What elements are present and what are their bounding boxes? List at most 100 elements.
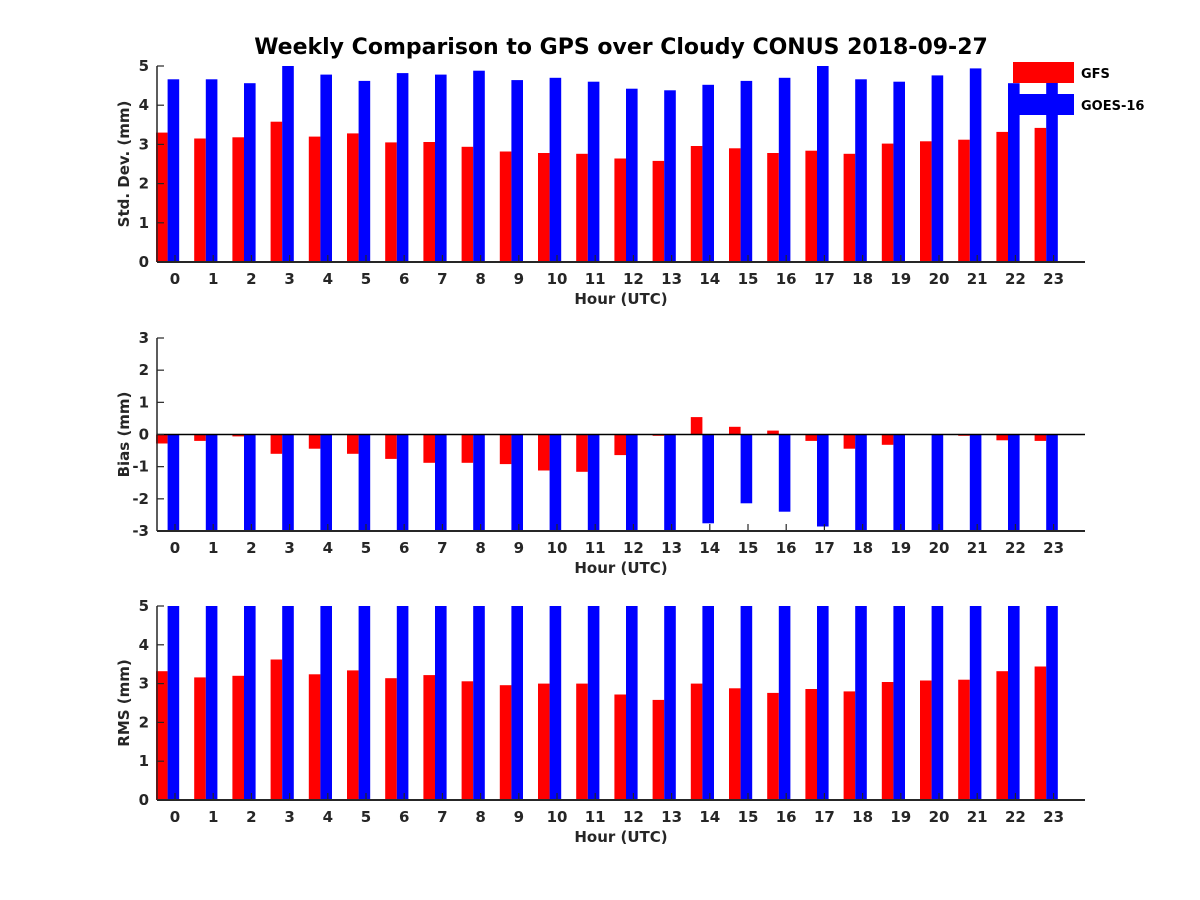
x-tick-label: 1 <box>208 539 218 557</box>
bar-gfs-hour-19 <box>881 434 894 445</box>
bar-gfs-hour-23 <box>1034 666 1047 800</box>
bar-goes-16-hour-3 <box>282 606 294 800</box>
bar-gfs-hour-13 <box>652 699 665 800</box>
x-tick-label: 21 <box>967 270 988 288</box>
bar-goes-16-hour-5 <box>358 80 371 263</box>
y-tick-label: 1 <box>139 214 149 232</box>
x-tick-label: 12 <box>623 270 644 288</box>
bar-gfs-hour-16 <box>767 692 779 800</box>
bar-goes-16-hour-19 <box>893 434 905 531</box>
x-tick-label: 7 <box>437 539 447 557</box>
chart-title: Weekly Comparison to GPS over Cloudy CON… <box>254 35 988 60</box>
bar-goes-16-hour-7 <box>435 434 447 531</box>
x-tick-label: 11 <box>585 539 606 557</box>
bar-gfs-hour-7 <box>423 434 435 463</box>
x-tick-label: 16 <box>776 539 797 557</box>
bar-goes-16-hour-5 <box>358 606 371 800</box>
bar-goes-16-hour-23 <box>1046 80 1058 263</box>
x-tick-label: 1 <box>208 270 218 288</box>
bar-goes-16-hour-0 <box>167 434 180 531</box>
x-tick-label: 21 <box>967 539 988 557</box>
y-tick-label: 1 <box>139 393 149 411</box>
bar-gfs-hour-22 <box>996 131 1008 262</box>
legend-item-goes-16: GOES-16 <box>1013 94 1144 115</box>
bar-goes-16-hour-21 <box>969 68 982 263</box>
bar-gfs-hour-8 <box>461 434 474 463</box>
bar-goes-16-hour-18 <box>855 606 867 800</box>
bar-goes-16-hour-10 <box>549 434 562 531</box>
series-gfs <box>156 417 1047 472</box>
bar-goes-16-hour-21 <box>969 606 982 800</box>
bar-goes-16-hour-15 <box>740 80 753 263</box>
series-goes-16 <box>167 434 1058 531</box>
x-tick-label: 14 <box>699 539 720 557</box>
bar-gfs-hour-21 <box>958 679 970 800</box>
x-tick-label: 15 <box>738 808 759 826</box>
bar-goes-16-hour-12 <box>626 88 638 262</box>
x-tick-label: 13 <box>661 808 682 826</box>
bar-gfs-hour-3 <box>270 659 283 800</box>
x-tick-label: 6 <box>399 539 409 557</box>
bar-goes-16-hour-14 <box>702 84 714 262</box>
bar-gfs-hour-17 <box>805 434 817 441</box>
y-axis-label: Std. Dev. (mm) <box>115 101 133 228</box>
bar-goes-16-hour-17 <box>817 434 829 527</box>
x-tick-label: 4 <box>323 539 333 557</box>
bar-gfs-hour-18 <box>843 153 856 262</box>
x-tick-label: 20 <box>929 808 950 826</box>
bar-goes-16-hour-8 <box>473 70 485 262</box>
bar-gfs-hour-11 <box>576 153 588 262</box>
bar-gfs-hour-14 <box>690 146 703 262</box>
x-tick-label: 2 <box>246 808 256 826</box>
x-tick-label: 9 <box>514 539 524 557</box>
bar-gfs-hour-4 <box>308 136 321 262</box>
bar-goes-16-hour-4 <box>320 434 332 531</box>
x-tick-label: 8 <box>475 270 485 288</box>
x-tick-label: 17 <box>814 808 835 826</box>
legend-swatch <box>1013 62 1074 83</box>
y-tick-label: 2 <box>139 361 149 379</box>
bar-gfs-hour-11 <box>576 434 588 472</box>
x-tick-label: 22 <box>1005 539 1026 557</box>
x-tick-label: 10 <box>547 539 568 557</box>
bar-gfs-hour-13 <box>652 160 665 262</box>
x-tick-label: 23 <box>1043 270 1064 288</box>
y-tick-label: 5 <box>139 57 149 75</box>
y-tick-label: 3 <box>139 135 149 153</box>
y-tick-label: 4 <box>139 96 149 114</box>
x-tick-label: 22 <box>1005 270 1026 288</box>
bar-gfs-hour-12 <box>614 694 626 800</box>
bar-goes-16-hour-14 <box>702 606 714 800</box>
bar-gfs-hour-19 <box>881 143 894 262</box>
x-tick-label: 19 <box>890 270 911 288</box>
x-tick-label: 4 <box>323 808 333 826</box>
bar-gfs-hour-7 <box>423 675 435 800</box>
y-tick-label: 0 <box>139 426 149 444</box>
x-tick-label: 2 <box>246 539 256 557</box>
x-tick-label: 12 <box>623 539 644 557</box>
bar-goes-16-hour-11 <box>587 81 600 262</box>
y-axis-label: RMS (mm) <box>115 659 133 746</box>
legend-label: GFS <box>1081 67 1110 82</box>
y-tick-label: 2 <box>139 175 149 193</box>
y-tick-label: 4 <box>139 636 149 654</box>
bar-goes-16-hour-16 <box>778 606 791 800</box>
bar-gfs-hour-23 <box>1034 434 1047 441</box>
bar-goes-16-hour-14 <box>702 434 714 524</box>
x-axis-label: Hour (UTC) <box>574 290 667 308</box>
bar-gfs-hour-0 <box>156 132 168 262</box>
x-tick-label: 16 <box>776 808 797 826</box>
bar-goes-16-hour-12 <box>626 606 638 800</box>
bar-goes-16-hour-17 <box>817 66 829 262</box>
y-tick-label: -3 <box>132 522 149 540</box>
x-tick-label: 6 <box>399 270 409 288</box>
bar-gfs-hour-2 <box>232 675 244 800</box>
bar-gfs-hour-3 <box>270 434 283 454</box>
bar-gfs-hour-3 <box>270 121 283 262</box>
bar-goes-16-hour-20 <box>931 606 944 800</box>
bar-gfs-hour-18 <box>843 691 856 800</box>
x-tick-label: 14 <box>699 270 720 288</box>
bar-gfs-hour-10 <box>538 683 550 800</box>
